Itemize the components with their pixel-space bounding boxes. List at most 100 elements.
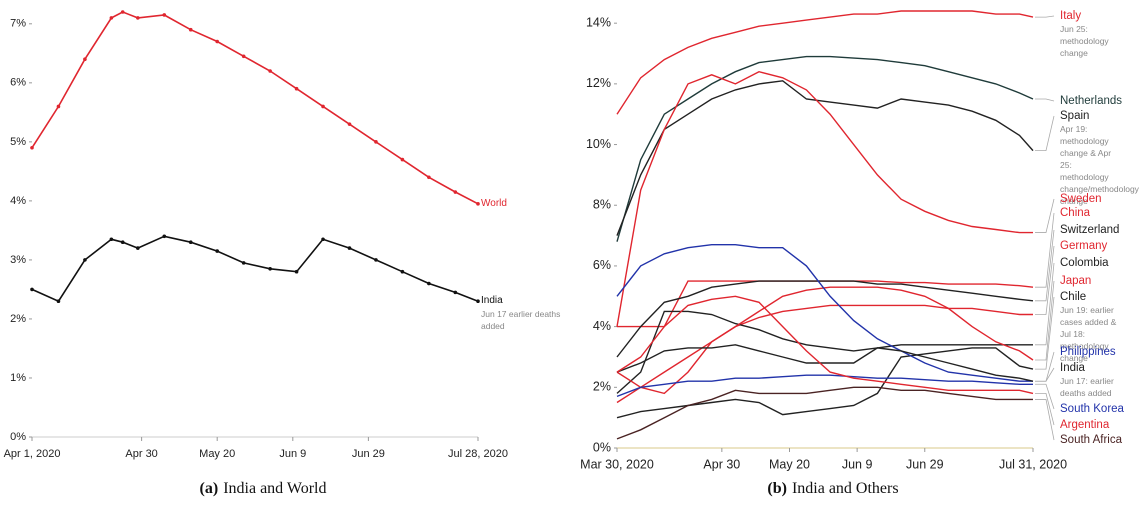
point xyxy=(56,299,61,304)
caption-label: (a) xyxy=(199,480,219,497)
point xyxy=(294,269,299,274)
leader-line xyxy=(1035,392,1055,426)
series-line xyxy=(616,344,1034,382)
caption-text: India and World xyxy=(223,480,327,497)
legend-label: Sweden xyxy=(1060,193,1102,205)
point xyxy=(215,39,220,44)
x-tick-label: Jun 9 xyxy=(279,448,306,460)
y-tick-label: 2% xyxy=(593,380,611,394)
y-tick-label: 4% xyxy=(593,319,611,333)
caption: (b) India and Others xyxy=(633,480,1033,498)
point xyxy=(136,246,140,250)
point xyxy=(268,266,272,271)
point xyxy=(188,27,193,32)
point xyxy=(83,258,87,262)
point xyxy=(215,249,220,253)
annotation: Jun 25: methodology change xyxy=(1060,24,1109,58)
x-tick-label: Mar 30, 2020 xyxy=(580,457,654,471)
series-line xyxy=(616,386,1033,440)
leader-line xyxy=(1035,15,1055,18)
series-line xyxy=(616,374,1033,398)
legend-label: South Korea xyxy=(1060,403,1124,415)
point xyxy=(294,86,299,91)
point xyxy=(83,57,87,62)
series-line xyxy=(31,235,479,303)
point xyxy=(476,299,480,304)
legend-label: Germany xyxy=(1060,240,1108,252)
caption: (a) India and World xyxy=(63,480,463,498)
series-line xyxy=(31,11,479,205)
caption-text: India and Others xyxy=(791,480,899,497)
leader-line xyxy=(1035,399,1055,441)
caption-label: (b) xyxy=(767,480,787,497)
y-tick-label: 0% xyxy=(593,440,611,454)
point xyxy=(188,240,193,245)
point xyxy=(427,175,431,180)
y-tick-label: 12% xyxy=(586,76,611,90)
leader-line xyxy=(1035,198,1055,233)
series-line xyxy=(616,280,1034,358)
point xyxy=(453,290,458,295)
y-tick-label: 3% xyxy=(10,254,26,266)
legend-label: Philippines xyxy=(1060,346,1116,358)
legend-label: China xyxy=(1060,207,1091,219)
annotation: Jun 17 earlier deaths added xyxy=(481,309,561,332)
point xyxy=(241,261,246,265)
leader-line xyxy=(1035,229,1055,302)
legend-label: India xyxy=(481,295,503,307)
series-line xyxy=(616,310,1033,394)
x-tick-label: Jun 29 xyxy=(906,457,944,471)
leader-line xyxy=(1035,351,1055,382)
x-tick-label: Jun 9 xyxy=(842,457,873,471)
legend-label: Netherlands xyxy=(1060,95,1123,107)
legend-label: Spain xyxy=(1060,110,1090,122)
point xyxy=(321,237,325,242)
x-tick-label: Jun 29 xyxy=(352,448,385,460)
leader-line xyxy=(1035,98,1055,102)
x-tick-label: May 20 xyxy=(769,457,810,471)
series-line xyxy=(616,10,1034,115)
x-tick-label: Apr 30 xyxy=(125,448,157,460)
point xyxy=(136,16,140,20)
point xyxy=(427,281,431,286)
legend-label: Chile xyxy=(1060,291,1087,303)
y-tick-label: 14% xyxy=(586,15,611,29)
series-line xyxy=(616,286,1034,395)
point xyxy=(120,240,125,245)
legend-label: World xyxy=(481,197,507,209)
point xyxy=(56,104,61,109)
series-line xyxy=(616,295,1034,395)
y-tick-label: 4% xyxy=(10,195,26,207)
annotation: Jun 19: earlier cases added & Jul 18: me… xyxy=(1060,305,1117,363)
y-tick-label: 6% xyxy=(593,258,611,272)
series-line xyxy=(616,244,1033,382)
point xyxy=(374,258,378,262)
point xyxy=(109,237,114,242)
series-line xyxy=(616,55,1034,242)
point xyxy=(347,122,352,126)
point xyxy=(400,269,405,274)
point xyxy=(400,157,405,162)
y-tick-label: 7% xyxy=(10,18,26,30)
leader-line xyxy=(1035,296,1055,370)
point xyxy=(476,202,480,206)
leader-line xyxy=(1035,262,1055,346)
legend-label: Italy xyxy=(1060,10,1082,22)
series-line xyxy=(616,80,1034,236)
y-tick-label: 6% xyxy=(10,77,26,89)
leader-line xyxy=(1035,115,1055,152)
point xyxy=(120,10,125,14)
point xyxy=(30,287,34,292)
annotation: Apr 19: methodology change & Apr 25: met… xyxy=(1060,124,1139,206)
x-tick-label: Apr 30 xyxy=(703,457,740,471)
point xyxy=(30,145,34,150)
x-tick-label: Apr 1, 2020 xyxy=(4,448,61,460)
leader-line xyxy=(1035,367,1055,382)
y-tick-label: 2% xyxy=(10,313,26,325)
legend-label: South Africa xyxy=(1060,434,1123,446)
leader-line xyxy=(1035,212,1055,288)
point xyxy=(109,16,114,20)
point xyxy=(374,140,378,144)
